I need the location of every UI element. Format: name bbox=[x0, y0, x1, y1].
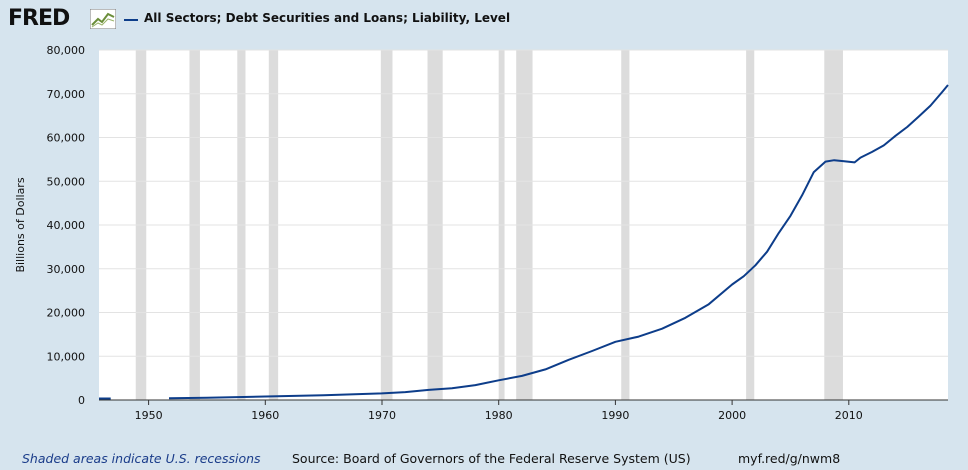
x-tick-label: 2010 bbox=[835, 409, 863, 422]
grid-layer bbox=[99, 49, 948, 357]
y-tick-label: 10,000 bbox=[47, 350, 86, 363]
short-url-link[interactable]: myf.red/g/nwm8 bbox=[738, 451, 841, 466]
y-tick-layer: 0 10,000 20,000 30,000 40,000 50,000 60,000 70,… bbox=[47, 44, 86, 407]
legend-series-label[interactable]: All Sectors; Debt Securities and Loans; … bbox=[144, 11, 511, 25]
x-tick-label: 1950 bbox=[135, 409, 163, 422]
recession-note: Shaded areas indicate U.S. recessions bbox=[22, 451, 261, 466]
series-layer bbox=[99, 84, 949, 400]
y-tick-label: 60,000 bbox=[47, 132, 86, 145]
y-axis-label: Billions of Dollars bbox=[14, 177, 27, 272]
y-tick-label: 40,000 bbox=[47, 219, 86, 232]
chart-header: FRED All Sectors; Debt Securities and Lo… bbox=[0, 0, 968, 40]
y-tick-label: 30,000 bbox=[47, 263, 86, 276]
x-tick-label: 2000 bbox=[718, 409, 746, 422]
x-tick-label: 1990 bbox=[601, 409, 629, 422]
x-tick-label: 1970 bbox=[368, 409, 396, 422]
y-tick-label: 20,000 bbox=[47, 307, 86, 320]
y-tick-label: 0 bbox=[78, 394, 85, 407]
y-tick-label: 50,000 bbox=[47, 175, 86, 188]
x-tick-label: 1960 bbox=[251, 409, 279, 422]
y-tick-label: 80,000 bbox=[47, 44, 86, 57]
x-tick-layer: 1950 1960 1970 1980 1990 2000 2010 bbox=[135, 400, 863, 422]
series-line[interactable] bbox=[168, 84, 949, 400]
x-tick-label: 1980 bbox=[485, 409, 513, 422]
line-chart-icon bbox=[90, 9, 116, 29]
legend-line-swatch bbox=[124, 19, 138, 21]
source-note: Source: Board of Governors of the Federa… bbox=[292, 451, 691, 466]
fred-logo[interactable]: FRED bbox=[8, 6, 70, 31]
y-tick-label: 70,000 bbox=[47, 88, 86, 101]
